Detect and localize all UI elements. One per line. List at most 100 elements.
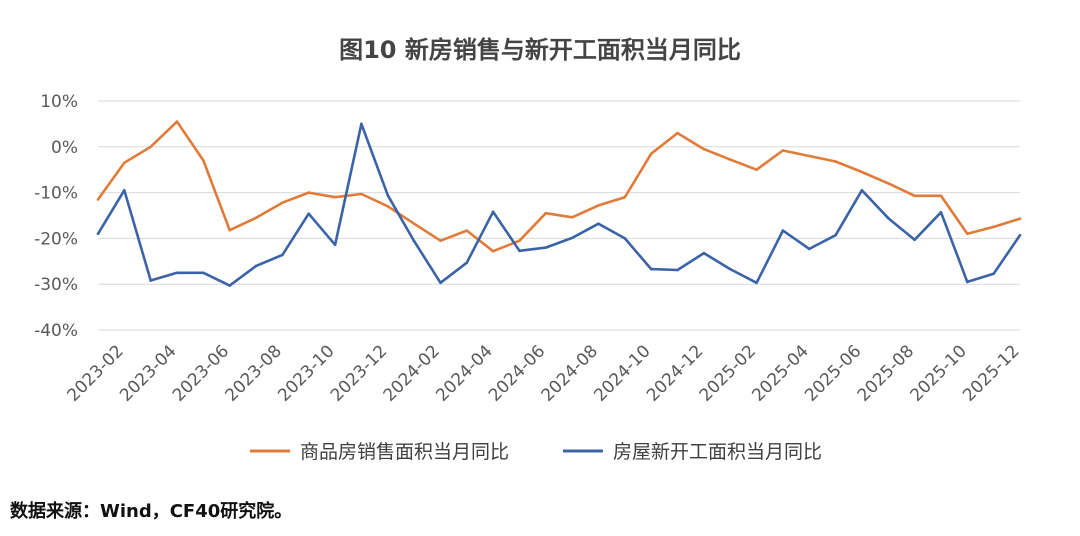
data-point [307,191,311,194]
data-point [860,189,864,192]
x-axis-ticks: 2023-022023-042023-062023-082023-102023-… [64,341,1024,405]
legend-label: 房屋新开工面积当月同比 [613,441,822,463]
x-tick-label: 2023-02 [64,341,128,405]
data-point [887,182,890,185]
data-point [623,237,627,240]
legend: 商品房销售面积当月同比 房屋新开工面积当月同比 [250,441,822,463]
data-point [412,222,416,225]
series-lines [96,120,1022,287]
data-point [386,194,390,197]
data-point [702,251,706,255]
data-point [333,195,337,199]
data-point [254,264,258,268]
data-point [281,253,284,257]
data-point [1018,217,1022,220]
data-point [834,233,837,237]
data-point [755,168,758,171]
data-point [360,122,363,126]
data-point [1018,233,1022,237]
y-tick-label: -10% [34,184,78,204]
data-point [175,271,179,275]
data-point [728,267,732,271]
data-point [860,170,864,174]
data-point [623,195,627,199]
legend-label: 商品房销售面积当月同比 [300,441,509,463]
data-point [808,154,811,158]
data-point [465,261,469,265]
x-tick-label: 2024-02 [380,341,444,405]
chart-title: 图10 新房销售与新开工面积当月同比 [339,36,741,64]
data-point [676,268,679,272]
data-point [518,239,521,242]
y-axis-ticks: 10% 0% -10% -20% -30% -40% [34,92,78,341]
series-line-1 [96,120,1021,253]
data-point [728,158,732,161]
x-tick-label: 2023-04 [116,341,180,405]
x-tick-label: 2023-12 [327,341,391,405]
data-point [175,120,179,123]
data-point [123,189,126,192]
data-point [518,249,521,253]
data-point [465,229,469,232]
data-point [570,216,574,219]
data-point [202,159,205,162]
data-point [228,228,231,232]
y-tick-label: -40% [34,321,78,341]
data-point [228,284,231,287]
data-point [202,271,205,275]
data-point [491,249,495,253]
data-point [386,205,390,208]
data-point [834,160,837,163]
data-point [992,272,995,276]
data-point [966,232,969,236]
data-point [491,210,495,214]
data-point [676,131,679,135]
data-point [360,192,363,196]
x-tick-label: 2023-06 [169,341,233,405]
source-note: 数据来源：Wind，CF40研究院。 [10,501,293,522]
data-point [597,222,600,225]
data-point [149,279,152,282]
data-point [808,247,811,251]
x-tick-label: 2024-08 [538,341,602,405]
data-point [439,281,442,285]
x-tick-label: 2023-10 [274,341,338,405]
data-point [439,239,442,242]
x-tick-label: 2024-04 [432,341,496,405]
x-tick-label: 2023-08 [222,341,286,405]
x-tick-label: 2025-08 [854,341,918,405]
series-line-2 [96,122,1022,287]
x-tick-label: 2025-06 [801,341,865,405]
data-point [649,152,653,155]
x-tick-label: 2024-12 [643,341,707,405]
y-tick-label: -20% [34,229,78,249]
data-point [781,229,785,232]
data-point [966,280,969,284]
x-tick-label: 2025-04 [748,341,812,405]
data-point [913,194,916,198]
data-point [913,238,916,242]
data-point [281,201,284,204]
data-point [412,239,416,243]
data-point [597,204,600,207]
data-point [939,211,943,214]
x-tick-label: 2024-10 [590,341,654,405]
data-point [149,145,152,149]
gridlines [98,100,1020,331]
data-point [96,232,100,236]
data-point [992,225,995,229]
x-tick-label: 2025-02 [696,341,760,405]
y-tick-label: 10% [40,92,78,112]
data-point [333,243,337,247]
y-tick-label: -30% [34,275,78,295]
data-point [544,211,548,215]
data-point [254,216,258,220]
data-point [887,216,890,220]
data-point [544,246,548,249]
data-point [939,194,943,198]
data-point [781,149,785,152]
data-point [96,198,100,201]
x-tick-label: 2025-10 [906,341,970,405]
data-point [649,267,653,271]
